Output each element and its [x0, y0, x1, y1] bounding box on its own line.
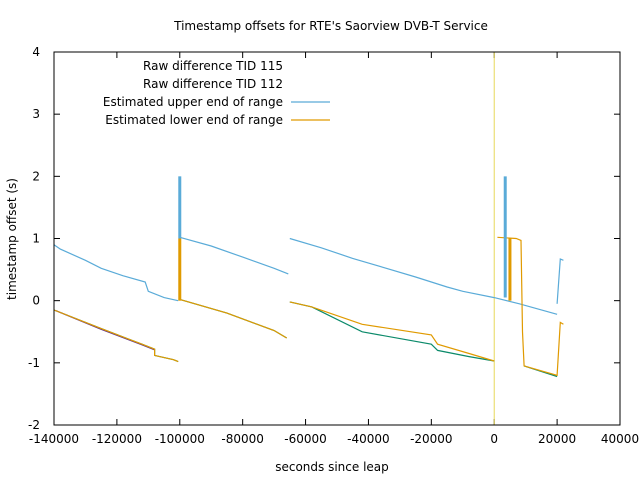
- plot-area: [53, 52, 564, 425]
- x-tick-label: -100000: [155, 432, 205, 446]
- x-tick-label: -80000: [221, 432, 264, 446]
- series-line-3: [497, 236, 564, 377]
- axes-ticks: -140000 -120000 -100000 -80000 -60000 -40000-…: [28, 45, 639, 446]
- series-line-2: [289, 237, 558, 315]
- chart-title: Timestamp offsets for RTE's Saorview DVB…: [173, 19, 488, 33]
- y-tick-label: 2: [32, 169, 40, 183]
- legend-label: Raw difference TID 115: [143, 59, 283, 73]
- series-line-3: [289, 301, 495, 362]
- legend-label: Estimated lower end of range: [105, 113, 283, 127]
- series-line-2: [179, 236, 289, 275]
- x-tick-label: 20000: [538, 432, 576, 446]
- legend-label: Estimated upper end of range: [103, 95, 283, 109]
- plot-frame: [53, 51, 621, 426]
- x-axis-label: seconds since leap: [275, 460, 389, 474]
- x-tick-label: -60000: [284, 432, 327, 446]
- y-tick-label: -2: [28, 418, 40, 432]
- x-tick-label: -20000: [410, 432, 453, 446]
- series-line-0: [179, 298, 288, 339]
- y-tick-label: 1: [32, 232, 40, 246]
- series-line-2: [53, 244, 179, 302]
- x-tick-label: -140000: [29, 432, 79, 446]
- series-line-2: [556, 258, 564, 304]
- x-tick-label: -40000: [347, 432, 390, 446]
- x-tick-label: -120000: [92, 432, 142, 446]
- legend-label: Raw difference TID 112: [143, 77, 283, 91]
- legend: Raw difference TID 115 Raw difference TID…: [103, 59, 330, 127]
- y-tick-label: -1: [28, 356, 40, 370]
- y-tick-label: 0: [32, 294, 40, 308]
- y-tick-label: 4: [32, 45, 40, 59]
- series-line-3: [179, 298, 288, 339]
- y-axis-label: timestamp offset (s): [5, 178, 19, 300]
- y-tick-label: 3: [32, 107, 40, 121]
- series-line-3: [53, 309, 179, 363]
- x-tick-label: 0: [490, 432, 498, 446]
- x-tick-label: 40000: [601, 432, 639, 446]
